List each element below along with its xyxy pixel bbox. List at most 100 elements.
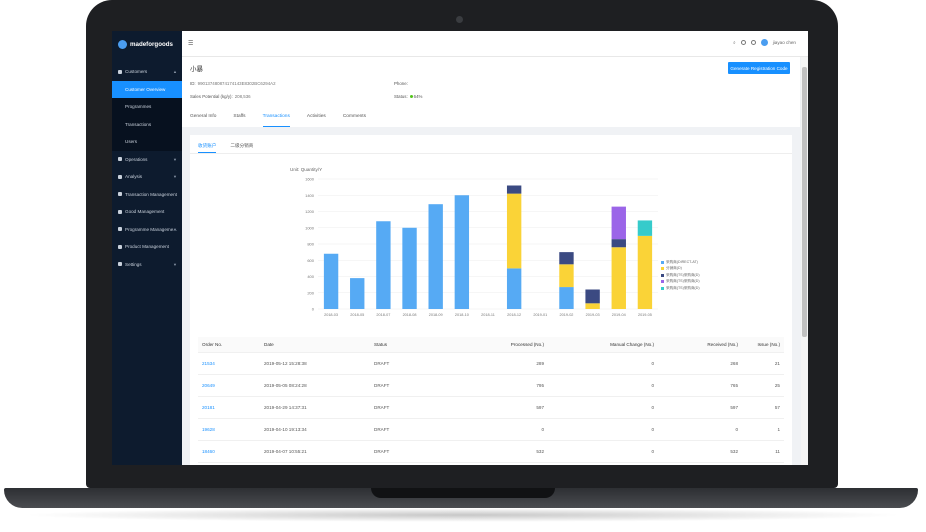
sidebar-item-settings[interactable]: Settings ▼ [112,256,182,274]
order-link[interactable]: 21534 [202,361,215,366]
bar-segment [559,264,574,288]
col-issue[interactable]: Issue (No.) [757,342,780,347]
bar-segment [350,278,365,309]
tab-general-info[interactable]: General Info [190,114,217,119]
hamburger-icon[interactable]: ☰ [188,41,194,47]
cell-issue: 25 [774,383,780,388]
order-link[interactable]: 19628 [202,427,215,432]
legend-swatch [661,273,664,277]
legend-item[interactable]: 采购商(TS)采购商(D) [661,285,700,292]
sidebar-item-product-management[interactable]: Product Management [112,238,182,256]
laptop-shadow [20,508,906,522]
legend-item[interactable]: 采购商(DIRECT-AT) [661,259,700,266]
bar-segment [506,193,522,269]
people-icon [118,69,122,74]
sidebar-item-good-management[interactable]: Good Management [112,203,182,221]
y-axis-unit-label: Unit: Quantity/Y [290,167,322,172]
bar-segment [506,268,522,309]
legend-swatch [661,280,664,284]
search-icon[interactable]: ⌕ [733,40,736,45]
tab-activities[interactable]: Activities [306,114,326,119]
y-tick-label: 200 [307,290,314,295]
transactions-bar-chart: Unit: Quantity/Y 0 200 400 600 800 1000 1200 140… [290,167,658,317]
y-tick-label: 1400 [305,193,315,198]
generate-registration-code-button[interactable]: Generate Registration Code [728,62,790,74]
sidebar-item-transactions[interactable]: Transactions [112,116,182,134]
legend-item[interactable]: 采购商(TS)采购商(D) [661,279,700,286]
x-tick-label: 2018-11 [481,313,495,317]
bar-segment [323,253,339,309]
cell-processed: 289 [536,361,544,366]
tab-staffs[interactable]: Staffs [233,114,246,119]
sidebar-item-transaction-management[interactable]: Transaction Management [112,186,182,204]
x-tick-label: 2019-05 [638,313,652,317]
col-received[interactable]: Received (No.) [707,342,738,347]
sidebar-item-programme-management[interactable]: Programme Manageme... ▼ [112,221,182,239]
logo-icon [118,39,127,49]
sidebar-item-label: Programme Manageme... [125,226,178,232]
help-icon[interactable] [740,40,746,45]
goods-icon [118,209,122,214]
chevron-down-icon: ▼ [173,156,177,162]
sidebar-item-label: Customer Overview [125,86,166,92]
x-tick-label: 2019-02 [559,313,573,317]
product-icon [118,244,122,249]
avatar[interactable] [760,39,768,46]
x-tick-label: 2018-12 [507,313,521,317]
bar-segment [585,289,600,304]
order-link[interactable]: 20649 [202,383,215,388]
cell-issue: 1 [777,427,780,432]
tab-transactions[interactable]: Transactions [262,109,290,127]
subtab-receiving-account[interactable]: 收货账户 [198,139,217,153]
sidebar-item-label: Programmes [125,104,152,110]
cell-received: 532 [730,449,738,454]
bar-segment [454,195,470,309]
col-order-no[interactable]: Order No. [202,342,223,347]
bar-segment [402,227,417,309]
username[interactable]: jiayao chen [772,40,796,45]
sidebar-item-label: Analysis [125,174,143,180]
sidebar-item-label: Customers [125,69,148,75]
customer-id-value: 990137480874174143E8302BC6294A2 [197,81,276,86]
x-tick-label: 2018-03 [324,313,338,317]
logo[interactable]: madeforgoods [112,31,182,57]
sidebar-item-programmes[interactable]: Programmes [112,98,182,116]
cell-manual-change: 0 [651,383,654,388]
transaction-icon [118,192,122,197]
cell-issue: 21 [774,361,780,366]
bar-segment [506,185,522,194]
chevron-down-icon: ▼ [173,174,177,180]
customer-phone: Phone: [394,81,410,86]
order-link[interactable]: 20181 [202,405,215,410]
page-scrollbar[interactable] [801,57,808,465]
x-tick-label: 2018-08 [403,313,417,317]
order-link[interactable]: 18460 [202,449,215,454]
legend-label: 分销商(D) [666,266,682,271]
cell-date: 2019-05-05 08:24:28 [264,383,307,388]
customer-status: Status: 64% [394,94,422,99]
col-manual-change[interactable]: Manual Change (No.) [610,342,654,347]
bar-segment [611,239,626,248]
sidebar-item-operations[interactable]: Operations ▼ [112,151,182,169]
tab-comments[interactable]: Comments [342,114,367,119]
col-status[interactable]: Status [374,342,388,347]
col-processed[interactable]: Processed (No.) [510,342,544,347]
legend-item[interactable]: 分销商(D) [661,266,700,273]
legend-label: 采购商(TS)采购商(D) [666,279,700,284]
legend-item[interactable]: 采购商(TS)采购商(D) [661,272,700,279]
table-header-row: Order No. Date Status Processed (No.) Ma… [198,337,784,353]
sidebar-item-users[interactable]: Users [112,133,182,151]
y-tick-label: 600 [307,258,314,263]
sidebar-item-customer-overview[interactable]: Customer Overview [112,80,182,98]
sidebar-item-analysis[interactable]: Analysis ▼ [112,168,182,186]
sidebar-item-customers[interactable]: Customers ▲ [112,63,182,81]
scrollbar-thumb[interactable] [802,67,807,337]
transactions-table: Order No. Date Status Processed (No.) Ma… [198,337,784,463]
globe-icon[interactable] [750,40,756,45]
status-label: Status: [394,94,408,99]
cell-received: 765 [730,383,738,388]
cell-status: DRAFT [374,427,390,432]
col-date[interactable]: Date [264,342,274,347]
subtab-secondary-distributor[interactable]: 二级分销商 [230,143,254,148]
sidebar-item-label: Good Management [125,209,165,215]
